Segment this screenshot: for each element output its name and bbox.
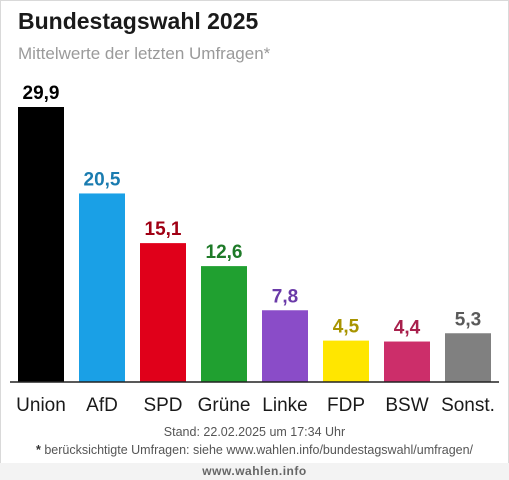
bar-spd (140, 243, 186, 382)
chart-title: Bundestagswahl 2025 (18, 8, 259, 34)
value-label: 7,8 (272, 286, 298, 307)
bar-chart: 29,9 Union 20,5 AfD 15,1 SPD 12,6 Grüne 7,8 Linke… (10, 83, 499, 416)
value-label: 29,9 (23, 83, 60, 104)
footnote-star: * (35, 443, 41, 457)
value-label: 4,4 (394, 318, 421, 339)
footnote: * berücksichtigte Umfragen: siehe www.wa… (0, 443, 509, 457)
category-label: Grüne (198, 395, 251, 416)
category-label: Union (16, 395, 66, 416)
bar-union (18, 107, 64, 382)
value-label: 5,3 (455, 309, 481, 330)
bar-afd (79, 193, 125, 382)
category-label: Linke (262, 395, 307, 416)
bar-sonst (445, 333, 491, 382)
category-label: FDP (327, 395, 365, 416)
stand-timestamp: Stand: 22.02.2025 um 17:34 Uhr (163, 425, 346, 439)
bar-grüne (201, 266, 247, 382)
bar-bsw (384, 341, 430, 382)
value-label: 20,5 (84, 169, 121, 190)
category-label: BSW (385, 395, 428, 416)
bar-linke (262, 310, 308, 382)
chart-subtitle: Mittelwerte der letzten Umfragen* (18, 44, 271, 63)
bar-fdp (323, 340, 369, 382)
category-label: Sonst. (441, 395, 495, 416)
category-label: AfD (86, 395, 118, 416)
category-label: SPD (143, 395, 182, 416)
value-label: 4,5 (333, 317, 360, 338)
value-label: 12,6 (206, 242, 243, 263)
brand-footer: www.wahlen.info (0, 463, 509, 480)
value-label: 15,1 (145, 219, 182, 240)
footnote-text: berücksichtigte Umfragen: siehe www.wahl… (44, 443, 474, 457)
